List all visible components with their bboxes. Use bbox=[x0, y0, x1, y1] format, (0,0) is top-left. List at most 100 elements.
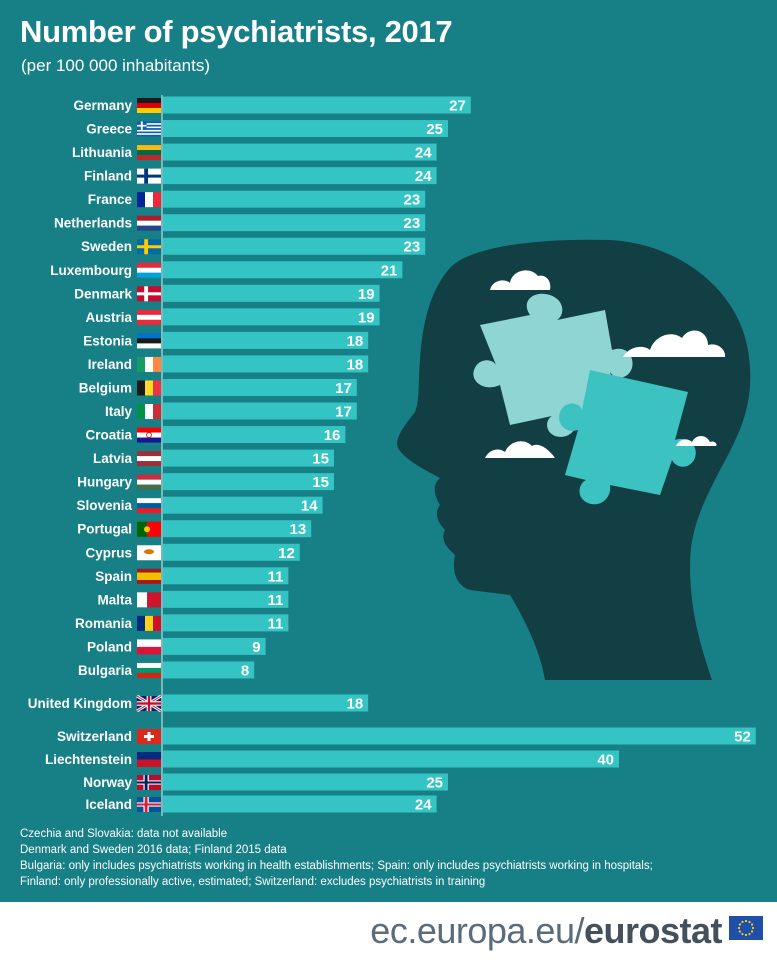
france-flag-icon bbox=[137, 192, 161, 208]
value-label-switzerland: 52 bbox=[734, 729, 751, 746]
value-label-poland: 9 bbox=[252, 639, 260, 656]
sweden-flag-icon bbox=[137, 239, 161, 255]
category-label-switzerland: Switzerland bbox=[57, 729, 132, 744]
category-label-sweden: Sweden bbox=[81, 239, 132, 254]
bar-united-kingdom bbox=[163, 694, 369, 712]
value-label-lithuania: 24 bbox=[415, 145, 432, 162]
value-label-hungary: 15 bbox=[312, 474, 329, 491]
infographic-panel: Number of psychiatrists, 2017 (per 100 0… bbox=[0, 0, 777, 902]
cloud-icon bbox=[676, 436, 717, 446]
category-label-germany: Germany bbox=[73, 98, 132, 113]
bar-chart: 27 Germany 25 Greece 24 Lithuania 24 Finland 23 F… bbox=[28, 95, 756, 816]
value-label-liechtenstein: 40 bbox=[597, 752, 614, 769]
bar-belgium bbox=[163, 378, 357, 396]
value-label-iceland: 24 bbox=[415, 797, 432, 814]
bar-portugal bbox=[163, 520, 312, 538]
category-label-france: France bbox=[88, 192, 133, 207]
category-label-liechtenstein: Liechtenstein bbox=[45, 752, 132, 767]
value-label-malta: 11 bbox=[268, 592, 284, 609]
value-label-united-kingdom: 18 bbox=[347, 696, 364, 713]
bar-bulgaria bbox=[163, 661, 255, 679]
bar-switzerland bbox=[163, 727, 756, 745]
iceland-flag-icon bbox=[137, 797, 161, 812]
category-label-norway: Norway bbox=[83, 775, 132, 790]
portugal-flag-icon bbox=[137, 521, 161, 537]
bar-hungary bbox=[163, 473, 334, 491]
category-label-hungary: Hungary bbox=[77, 475, 132, 490]
belgium-flag-icon bbox=[137, 380, 161, 396]
bar-finland bbox=[163, 167, 437, 185]
category-label-belgium: Belgium bbox=[79, 380, 132, 395]
value-label-denmark: 19 bbox=[358, 286, 375, 303]
bar-romania bbox=[163, 614, 289, 632]
category-label-denmark: Denmark bbox=[74, 286, 132, 301]
category-label-portugal: Portugal bbox=[77, 522, 132, 537]
bar-lithuania bbox=[163, 143, 437, 161]
footnote: Czechia and Slovakia: data not available bbox=[20, 828, 228, 840]
eu-star-icon bbox=[748, 932, 751, 936]
value-label-ireland: 18 bbox=[347, 356, 364, 373]
eu-star-icon bbox=[744, 933, 748, 937]
chart-subtitle: (per 100 000 inhabitants) bbox=[21, 56, 211, 75]
bar-poland bbox=[163, 637, 266, 655]
bar-ireland bbox=[163, 355, 369, 373]
cloud-icons bbox=[485, 270, 726, 458]
category-label-malta: Malta bbox=[97, 592, 132, 607]
value-label-croatia: 16 bbox=[324, 427, 341, 444]
category-label-luxembourg: Luxembourg bbox=[50, 263, 132, 278]
value-label-austria: 19 bbox=[358, 309, 375, 326]
category-label-netherlands: Netherlands bbox=[54, 216, 132, 231]
greece-flag-icon bbox=[137, 121, 161, 137]
bar-latvia bbox=[163, 449, 334, 467]
eurostat-link[interactable]: ec.europa.eu/eurostat bbox=[370, 910, 722, 952]
eu-star-icon bbox=[751, 926, 755, 930]
ireland-flag-icon bbox=[137, 356, 161, 372]
value-label-portugal: 13 bbox=[290, 521, 307, 538]
category-label-iceland: Iceland bbox=[85, 797, 132, 812]
bar-estonia bbox=[163, 331, 369, 349]
value-label-bulgaria: 8 bbox=[241, 662, 249, 679]
category-label-ireland: Ireland bbox=[88, 357, 132, 372]
bar-croatia bbox=[163, 426, 346, 444]
value-label-greece: 25 bbox=[426, 121, 443, 138]
eu-star-icon bbox=[750, 923, 754, 926]
eu-star-icon bbox=[741, 932, 744, 936]
eu-star-icon bbox=[738, 923, 742, 926]
category-label-latvia: Latvia bbox=[93, 451, 133, 466]
bar-netherlands bbox=[163, 214, 426, 232]
united-kingdom-flag-icon bbox=[136, 694, 162, 713]
category-label-spain: Spain bbox=[95, 569, 132, 584]
bar-slovenia bbox=[163, 496, 323, 514]
chart-title: Number of psychiatrists, 2017 bbox=[20, 14, 453, 49]
germany-flag-icon bbox=[137, 98, 161, 113]
category-label-romania: Romania bbox=[75, 616, 133, 631]
denmark-flag-icon bbox=[137, 286, 161, 302]
bar-denmark bbox=[163, 284, 380, 302]
bar-norway bbox=[163, 773, 448, 791]
bar-greece bbox=[163, 120, 448, 138]
bars-group: 27 Germany 25 Greece 24 Lithuania 24 Finland 23 F… bbox=[28, 96, 756, 814]
value-label-latvia: 15 bbox=[312, 451, 329, 468]
eu-star-icon bbox=[737, 926, 741, 930]
estonia-flag-icon bbox=[137, 333, 161, 349]
slovenia-flag-icon bbox=[137, 498, 161, 514]
bar-sweden bbox=[163, 237, 426, 255]
norway-flag-icon bbox=[137, 775, 161, 790]
bar-liechtenstein bbox=[163, 750, 619, 768]
value-label-luxembourg: 21 bbox=[381, 262, 398, 279]
site-brand: eurostat bbox=[583, 910, 723, 951]
footer: ec.europa.eu/eurostat bbox=[0, 902, 777, 960]
latvia-flag-icon bbox=[137, 451, 161, 467]
eu-star-icon bbox=[744, 919, 748, 923]
cloud-icon bbox=[485, 441, 555, 458]
lithuania-flag-icon bbox=[137, 145, 161, 161]
footnotes: Czechia and Slovakia: data not available… bbox=[20, 826, 653, 890]
eu-star-icon bbox=[738, 930, 742, 933]
value-label-slovenia: 14 bbox=[301, 498, 318, 515]
site-prefix: ec.europa.eu/ bbox=[370, 910, 584, 951]
category-label-croatia: Croatia bbox=[85, 428, 132, 443]
eu-flag-icon bbox=[729, 916, 763, 940]
bar-malta bbox=[163, 590, 289, 608]
value-label-estonia: 18 bbox=[347, 333, 364, 350]
value-label-france: 23 bbox=[404, 192, 421, 209]
